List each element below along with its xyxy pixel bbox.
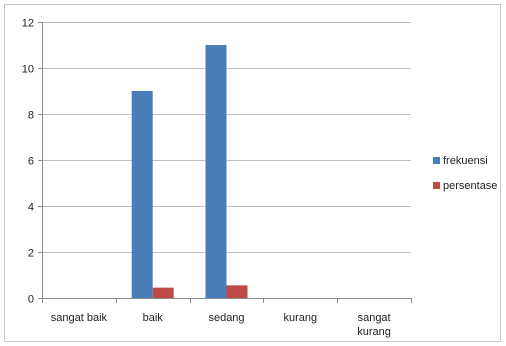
x-tick-labels: sangat baik baik sedang kurang sangat kurang <box>51 312 391 338</box>
legend-label: frekuensi <box>443 155 488 167</box>
bar-persentase <box>226 285 248 298</box>
x-tick-label: sedang <box>208 312 244 324</box>
x-tick-label: kurang <box>283 312 317 324</box>
y-tick-label: 0 <box>28 294 34 306</box>
y-tick-labels: 0 2 4 6 8 10 12 <box>22 18 34 306</box>
bar-frekuensi <box>131 91 153 298</box>
legend: frekuensi persentase <box>433 155 497 192</box>
y-tick-label: 12 <box>22 18 34 30</box>
y-tick-label: 6 <box>28 156 34 168</box>
y-tick-label: 8 <box>28 110 34 122</box>
x-tick-label: kurang <box>357 326 391 338</box>
y-tick-label: 4 <box>28 202 34 214</box>
y-tick-label: 2 <box>28 248 34 260</box>
legend-swatch <box>433 157 440 164</box>
chart-frame <box>4 4 501 342</box>
x-tick-label: baik <box>143 312 164 324</box>
bar-frekuensi <box>205 45 227 298</box>
legend-swatch <box>433 182 440 189</box>
x-tick-label: sangat <box>358 312 391 324</box>
bar-persentase <box>152 287 174 298</box>
legend-label: persentase <box>443 180 497 192</box>
axes <box>38 22 412 303</box>
x-tick-label: sangat baik <box>51 312 108 324</box>
y-tick-label: 10 <box>22 64 34 76</box>
bars <box>131 45 248 298</box>
